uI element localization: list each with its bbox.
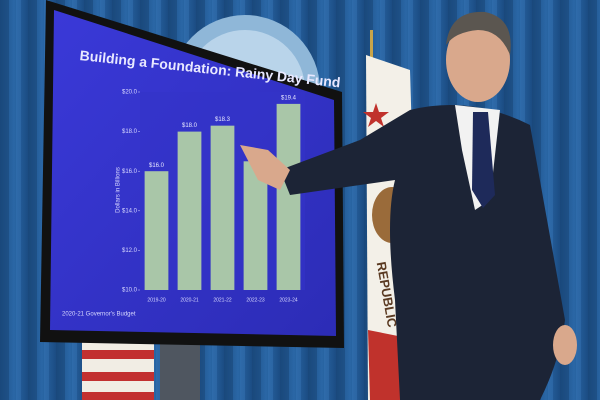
- y-axis-label: Dollars in Billions: [116, 167, 122, 213]
- value-label: $18.3: [215, 117, 231, 123]
- speaker: [240, 11, 577, 400]
- x-tick-label: 2019-20: [147, 297, 166, 303]
- bar: [243, 161, 268, 290]
- flag-left: [82, 340, 154, 400]
- bar: [210, 125, 235, 290]
- value-label: $19.4: [281, 95, 297, 101]
- x-tick-label: 2020-21: [180, 297, 199, 303]
- y-tick-label: $16.0: [122, 169, 138, 175]
- footnote: 2020-21 Governor's Budget: [62, 312, 136, 318]
- x-tick-label: 2022-23: [246, 297, 265, 303]
- bar: [276, 103, 301, 290]
- x-tick-label: 2023-24: [279, 297, 298, 303]
- y-tick-label: $10.0: [122, 288, 138, 294]
- value-label: $16.0: [149, 163, 165, 169]
- x-tick-label: 2021-22: [213, 297, 232, 303]
- chart: Building a Foundation: Rainy Day Fund Do…: [62, 47, 341, 318]
- bar: [144, 171, 169, 290]
- y-tick-label: $18.0: [122, 129, 138, 135]
- y-tick-label: $12.0: [122, 248, 138, 254]
- value-label: $18.0: [182, 123, 198, 129]
- y-tick-label: $14.0: [122, 208, 138, 214]
- bar: [177, 131, 202, 290]
- stand: [160, 340, 200, 400]
- y-tick-label: $20.0: [122, 90, 138, 96]
